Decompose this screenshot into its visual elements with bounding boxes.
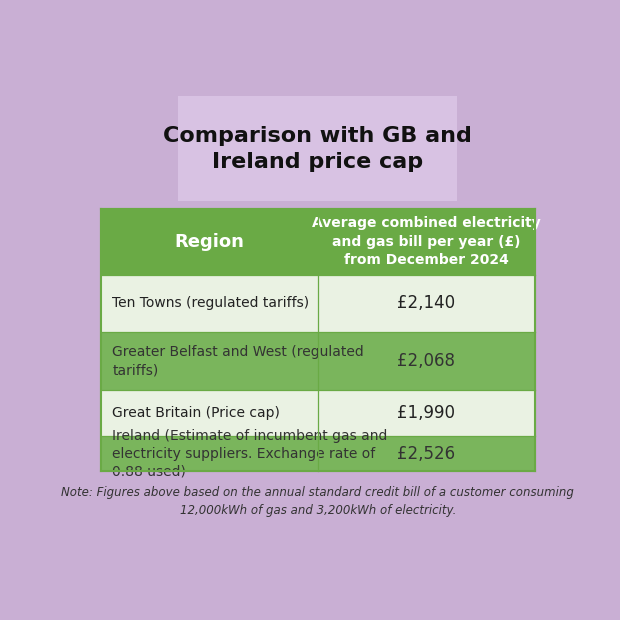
Text: Region: Region bbox=[174, 233, 244, 251]
Text: Ten Towns (regulated tariffs): Ten Towns (regulated tariffs) bbox=[112, 296, 309, 311]
Text: £2,526: £2,526 bbox=[397, 445, 455, 463]
FancyBboxPatch shape bbox=[100, 436, 317, 471]
Text: £2,068: £2,068 bbox=[397, 352, 455, 370]
FancyBboxPatch shape bbox=[317, 332, 534, 390]
Text: Great Britain (Price cap): Great Britain (Price cap) bbox=[112, 406, 280, 420]
FancyBboxPatch shape bbox=[100, 390, 317, 436]
Text: Ireland (Estimate of incumbent gas and
electricity suppliers. Exchange rate of
0: Ireland (Estimate of incumbent gas and e… bbox=[112, 429, 388, 479]
Text: £1,990: £1,990 bbox=[397, 404, 455, 422]
Text: Average combined electricity
and gas bill per year (£)
from December 2024: Average combined electricity and gas bil… bbox=[312, 216, 541, 267]
Text: Greater Belfast and West (regulated
tariffs): Greater Belfast and West (regulated tari… bbox=[112, 345, 364, 377]
FancyBboxPatch shape bbox=[100, 275, 317, 332]
FancyBboxPatch shape bbox=[100, 209, 534, 471]
Text: £2,140: £2,140 bbox=[397, 294, 455, 312]
FancyBboxPatch shape bbox=[100, 209, 317, 275]
FancyBboxPatch shape bbox=[317, 275, 534, 332]
FancyBboxPatch shape bbox=[317, 209, 534, 275]
FancyBboxPatch shape bbox=[317, 436, 534, 471]
FancyBboxPatch shape bbox=[100, 332, 317, 390]
Text: Note: Figures above based on the annual standard credit bill of a customer consu: Note: Figures above based on the annual … bbox=[61, 486, 574, 517]
FancyBboxPatch shape bbox=[317, 390, 534, 436]
Text: Comparison with GB and
Ireland price cap: Comparison with GB and Ireland price cap bbox=[163, 125, 472, 172]
FancyBboxPatch shape bbox=[179, 96, 458, 202]
